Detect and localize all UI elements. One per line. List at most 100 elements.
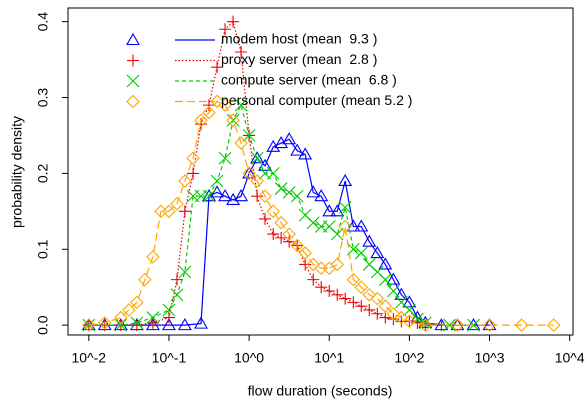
point-marker <box>370 291 385 306</box>
point-marker <box>146 250 160 264</box>
point-marker <box>402 314 417 329</box>
x-tick-label: 10^0 <box>234 350 264 366</box>
point-marker <box>258 189 272 203</box>
point-marker <box>386 306 401 321</box>
point-marker <box>274 215 288 230</box>
point-marker <box>330 227 344 241</box>
point-marker <box>218 98 232 112</box>
point-marker <box>177 318 192 331</box>
point-marker <box>354 280 369 294</box>
point-marker <box>363 303 376 316</box>
point-marker <box>466 318 481 331</box>
point-marker <box>338 173 353 187</box>
y-tick-label: 0.1 <box>35 239 51 259</box>
point-marker <box>347 296 360 309</box>
point-marker <box>338 219 352 234</box>
point-marker <box>314 189 329 202</box>
point-marker <box>418 318 433 332</box>
point-marker <box>370 245 385 259</box>
point-marker <box>362 234 377 247</box>
point-marker <box>307 273 320 286</box>
point-marker <box>186 151 200 166</box>
point-marker <box>338 201 352 214</box>
point-marker <box>362 288 377 302</box>
point-marker <box>194 316 208 329</box>
point-marker <box>394 310 409 325</box>
point-marker <box>251 190 264 203</box>
point-marker <box>210 174 224 188</box>
point-marker <box>146 316 159 329</box>
point-marker <box>450 318 465 332</box>
x-tick-label: 10^-1 <box>152 350 187 366</box>
point-marker <box>203 99 216 112</box>
point-marker <box>330 204 345 217</box>
point-marker <box>290 238 304 253</box>
point-marker <box>266 204 281 219</box>
point-marker <box>378 257 393 270</box>
y-tick-label: 0.0 <box>35 315 51 335</box>
point-marker <box>306 216 320 230</box>
point-marker <box>226 192 241 206</box>
point-marker <box>355 300 368 313</box>
point-marker <box>258 158 272 171</box>
x-tick-label: 10^3 <box>475 350 505 366</box>
point-marker <box>354 219 369 232</box>
point-marker <box>218 151 232 165</box>
point-marker <box>250 151 265 164</box>
point-marker <box>354 246 368 260</box>
point-marker <box>162 303 176 317</box>
point-marker <box>306 257 320 272</box>
point-marker <box>194 113 208 128</box>
point-marker <box>274 182 288 195</box>
legend-label: compute server (mean 6.8 ) <box>221 72 397 88</box>
point-marker <box>219 23 232 36</box>
point-marker <box>331 288 344 301</box>
point-marker <box>259 212 272 225</box>
point-marker <box>450 318 465 331</box>
y-axis-label: probability density <box>9 116 25 228</box>
point-marker <box>546 318 561 332</box>
point-marker <box>394 287 409 300</box>
point-marker <box>162 311 175 324</box>
point-marker <box>170 288 184 302</box>
point-marker <box>298 246 312 260</box>
point-marker <box>138 272 152 287</box>
point-marker <box>226 113 240 128</box>
point-marker <box>299 258 312 271</box>
point-marker <box>82 318 96 332</box>
point-marker <box>97 316 112 330</box>
point-marker <box>371 307 384 320</box>
x-tick-label: 10^1 <box>314 350 344 366</box>
point-marker <box>210 94 224 109</box>
point-marker <box>178 205 191 218</box>
plot-frame <box>67 7 574 336</box>
point-marker <box>378 273 392 287</box>
point-marker <box>122 303 136 317</box>
point-marker <box>403 303 416 317</box>
point-marker <box>187 167 200 180</box>
legend-label: proxy server (mean 2.8 ) <box>221 51 377 67</box>
point-marker <box>330 257 345 272</box>
legend-label: personal computer (mean 5.2 ) <box>221 92 412 108</box>
x-tick-label: 10^-2 <box>72 350 107 366</box>
point-marker <box>178 174 192 188</box>
point-marker <box>266 167 280 180</box>
y-tick-label: 0.3 <box>35 88 51 108</box>
point-marker <box>234 189 249 202</box>
point-marker <box>267 228 280 241</box>
point-marker <box>250 174 264 188</box>
point-marker <box>378 299 393 313</box>
point-marker <box>282 185 296 199</box>
point-marker <box>402 295 417 308</box>
x-tick-label: 10^4 <box>555 350 585 366</box>
point-marker <box>170 273 183 286</box>
point-marker <box>290 143 305 156</box>
point-marker <box>275 231 288 244</box>
point-marker <box>266 139 281 152</box>
x-tick-label: 10^2 <box>394 350 424 366</box>
point-marker <box>282 227 296 241</box>
point-marker <box>234 98 248 112</box>
point-marker <box>130 295 144 310</box>
point-marker <box>82 318 96 332</box>
